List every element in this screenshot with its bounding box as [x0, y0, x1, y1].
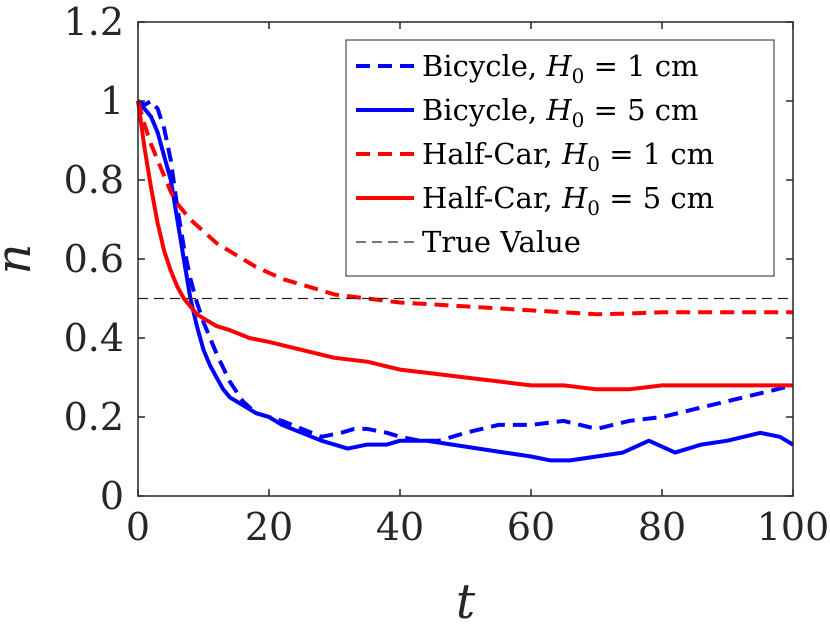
- legend-entry-0: Bicycle, H0 = 1 cm: [356, 49, 699, 88]
- legend-label-3: Half-Car, H0 = 5 cm: [422, 181, 714, 220]
- x-tick-label: 60: [507, 505, 555, 549]
- x-tick-label: 0: [126, 505, 150, 549]
- legend-entry-3: Half-Car, H0 = 5 cm: [356, 181, 714, 220]
- x-tick-label: 80: [638, 505, 686, 549]
- y-tick-label: 0.8: [64, 158, 124, 202]
- y-tick-label: 0.6: [64, 237, 124, 281]
- legend-label-2: Half-Car, H0 = 1 cm: [422, 137, 714, 176]
- legend-entry-2: Half-Car, H0 = 1 cm: [356, 137, 714, 176]
- legend-label-1: Bicycle, H0 = 5 cm: [422, 93, 699, 132]
- legend-label-0: Bicycle, H0 = 1 cm: [422, 49, 699, 88]
- legend-entry-4: True Value: [356, 225, 581, 259]
- y-tick-label: 0: [100, 474, 124, 518]
- y-tick-label: 1.2: [64, 0, 124, 44]
- y-axis-label: n: [0, 244, 42, 275]
- legend-box: [345, 39, 775, 277]
- y-tick-label: 1: [100, 79, 124, 123]
- x-tick-label: 100: [757, 505, 830, 549]
- series-line-0: [136, 99, 794, 443]
- x-tick-label: 40: [376, 505, 424, 549]
- y-tick-label: 0.4: [64, 316, 124, 360]
- series-line-2: [136, 100, 793, 317]
- x-tick-label: 20: [245, 505, 293, 549]
- series-line-3: [136, 100, 793, 392]
- x-axis-label: t: [456, 574, 476, 629]
- legend: Bicycle, H0 = 1 cm Bicycle, H0 = 5 cm Half…: [345, 39, 775, 277]
- series-line-1: [136, 99, 795, 463]
- legend-label-4: True Value: [422, 225, 581, 259]
- y-tick-label: 0.2: [64, 395, 124, 439]
- legend-entry-1: Bicycle, H0 = 5 cm: [356, 93, 699, 132]
